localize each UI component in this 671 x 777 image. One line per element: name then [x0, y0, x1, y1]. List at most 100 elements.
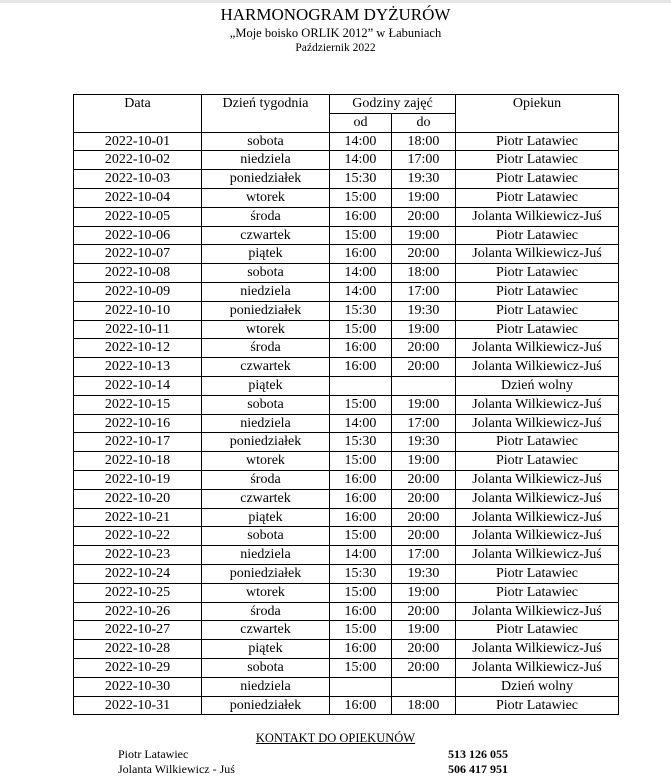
document-title: HARMONOGRAM DYŻURÓW: [220, 5, 451, 24]
cell-from: 15:00: [329, 582, 392, 603]
header-date: Data: [73, 94, 202, 133]
cell-guardian: Jolanta Wilkiewicz-Juś: [455, 526, 619, 547]
table-row: 2022-10-19 środa 16:00 20:00 Jolanta Wilkiew…: [73, 469, 619, 490]
cell-to: 20:00: [391, 526, 456, 547]
document-subtitle: „Moje boisko ORLIK 2012” w Łabuniach: [229, 26, 442, 40]
header-to: do: [391, 112, 456, 133]
cell-date: 2022-10-27: [73, 620, 202, 641]
cell-date: 2022-10-10: [73, 300, 202, 321]
cell-day: czwartek: [201, 357, 330, 377]
cell-day: poniedziałek: [201, 432, 330, 453]
cell-guardian: Piotr Latawiec: [455, 263, 619, 283]
cell-date: 2022-10-01: [73, 131, 202, 152]
cell-day: czwartek: [201, 620, 330, 641]
cell-day: czwartek: [201, 225, 330, 246]
cell-to: 18:00: [391, 131, 456, 152]
table-row: 2022-10-22 sobota 15:00 20:00 Jolanta Wilkie…: [73, 526, 619, 547]
cell-guardian: Jolanta Wilkiewicz-Juś: [455, 394, 619, 415]
cell-guardian: Piotr Latawiec: [455, 451, 619, 471]
cell-day: czwartek: [201, 488, 330, 509]
header-hours: Godziny zajęć: [329, 94, 456, 114]
table-row: 2022-10-05 środa 16:00 20:00 Jolanta Wilkiew…: [73, 206, 619, 227]
table-row: 2022-10-09 niedziela 14:00 17:00 Piotr Lataw…: [73, 281, 619, 302]
cell-guardian: Jolanta Wilkiewicz-Juś: [455, 244, 619, 265]
cell-to: 20:00: [391, 244, 456, 265]
cell-guardian: Dzień wolny: [455, 676, 619, 697]
cell-from: 15:00: [329, 620, 392, 641]
cell-to: 20:00: [391, 507, 456, 528]
header-from: od: [329, 112, 392, 133]
cell-to: 20:00: [391, 469, 456, 490]
cell-day: niedziela: [201, 150, 330, 171]
viewer-top-bar: [0, 0, 671, 3]
table-row: 2022-10-23 niedziela 14:00 17:00 Jolanta Wil…: [73, 545, 619, 565]
cell-from: 14:00: [329, 150, 392, 171]
table-row: 2022-10-15 sobota 15:00 19:00 Jolanta Wilkie…: [73, 394, 619, 415]
cell-day: piątek: [201, 375, 330, 396]
cell-to: 19:00: [391, 319, 456, 340]
cell-day: wtorek: [201, 319, 330, 340]
document-month: Październik 2022: [295, 42, 376, 54]
cell-to: [391, 676, 456, 697]
cell-date: 2022-10-24: [73, 563, 202, 584]
table-row: 2022-10-07 piątek 16:00 20:00 Jolanta Wilkie…: [73, 244, 619, 265]
cell-day: niedziela: [201, 413, 330, 434]
cell-day: poniedziałek: [201, 695, 330, 716]
cell-from: 16:00: [329, 357, 392, 377]
cell-to: 19:00: [391, 225, 456, 246]
cell-to: 17:00: [391, 150, 456, 171]
cell-to: 20:00: [391, 657, 456, 678]
cell-day: sobota: [201, 526, 330, 547]
cell-from: 16:00: [329, 206, 392, 227]
cell-guardian: Dzień wolny: [455, 375, 619, 396]
contacts-title: KONTAKT DO OPIEKUNÓW: [255, 731, 416, 745]
cell-from: 14:00: [329, 131, 392, 152]
table-row: 2022-10-28 piątek 16:00 20:00 Jolanta Wilkie…: [73, 639, 619, 659]
cell-from: 16:00: [329, 244, 392, 265]
cell-date: 2022-10-03: [73, 169, 202, 189]
cell-date: 2022-10-13: [73, 357, 202, 377]
cell-guardian: Jolanta Wilkiewicz-Juś: [455, 488, 619, 509]
cell-date: 2022-10-04: [73, 187, 202, 208]
cell-from: [329, 676, 392, 697]
table-row: 2022-10-10 poniedziałek 15:30 19:30 Piotr La…: [73, 300, 619, 321]
cell-guardian: Piotr Latawiec: [455, 187, 619, 208]
cell-to: 20:00: [391, 357, 456, 377]
cell-from: 14:00: [329, 413, 392, 434]
cell-from: 14:00: [329, 281, 392, 302]
cell-guardian: Jolanta Wilkiewicz-Juś: [455, 657, 619, 678]
table-row: 2022-10-24 poniedziałek 15:30 19:30 Piotr La…: [73, 563, 619, 584]
cell-guardian: Jolanta Wilkiewicz-Juś: [455, 338, 619, 359]
cell-day: piątek: [201, 639, 330, 659]
cell-day: sobota: [201, 131, 330, 152]
cell-date: 2022-10-17: [73, 432, 202, 453]
table-row: 2022-10-02 niedziela 14:00 17:00 Piotr Lataw…: [73, 150, 619, 171]
cell-guardian: Jolanta Wilkiewicz-Juś: [455, 507, 619, 528]
cell-from: 15:00: [329, 319, 392, 340]
cell-to: 19:30: [391, 563, 456, 584]
cell-date: 2022-10-05: [73, 206, 202, 227]
cell-to: 19:00: [391, 394, 456, 415]
cell-date: 2022-10-11: [73, 319, 202, 340]
cell-from: 14:00: [329, 263, 392, 283]
cell-guardian: Piotr Latawiec: [455, 695, 619, 716]
cell-guardian: Piotr Latawiec: [455, 225, 619, 246]
cell-to: 19:00: [391, 451, 456, 471]
cell-date: 2022-10-16: [73, 413, 202, 434]
contact-name: Jolanta Wilkiewicz - Juś: [118, 762, 235, 776]
table-row: 2022-10-14 piątek Dzień wolny: [73, 375, 619, 396]
cell-to: 19:00: [391, 582, 456, 603]
cell-to: 20:00: [391, 338, 456, 359]
cell-date: 2022-10-02: [73, 150, 202, 171]
cell-date: 2022-10-26: [73, 601, 202, 622]
table-row: 2022-10-18 wtorek 15:00 19:00 Piotr Latawiec: [73, 451, 619, 471]
cell-guardian: Jolanta Wilkiewicz-Juś: [455, 206, 619, 227]
cell-from: 15:00: [329, 394, 392, 415]
cell-from: 15:00: [329, 451, 392, 471]
cell-date: 2022-10-22: [73, 526, 202, 547]
cell-from: 16:00: [329, 488, 392, 509]
table-row: 2022-10-30 niedziela Dzień wolny: [73, 676, 619, 697]
contact-phone: 506 417 951: [448, 762, 508, 776]
cell-from: 14:00: [329, 545, 392, 565]
cell-date: 2022-10-14: [73, 375, 202, 396]
